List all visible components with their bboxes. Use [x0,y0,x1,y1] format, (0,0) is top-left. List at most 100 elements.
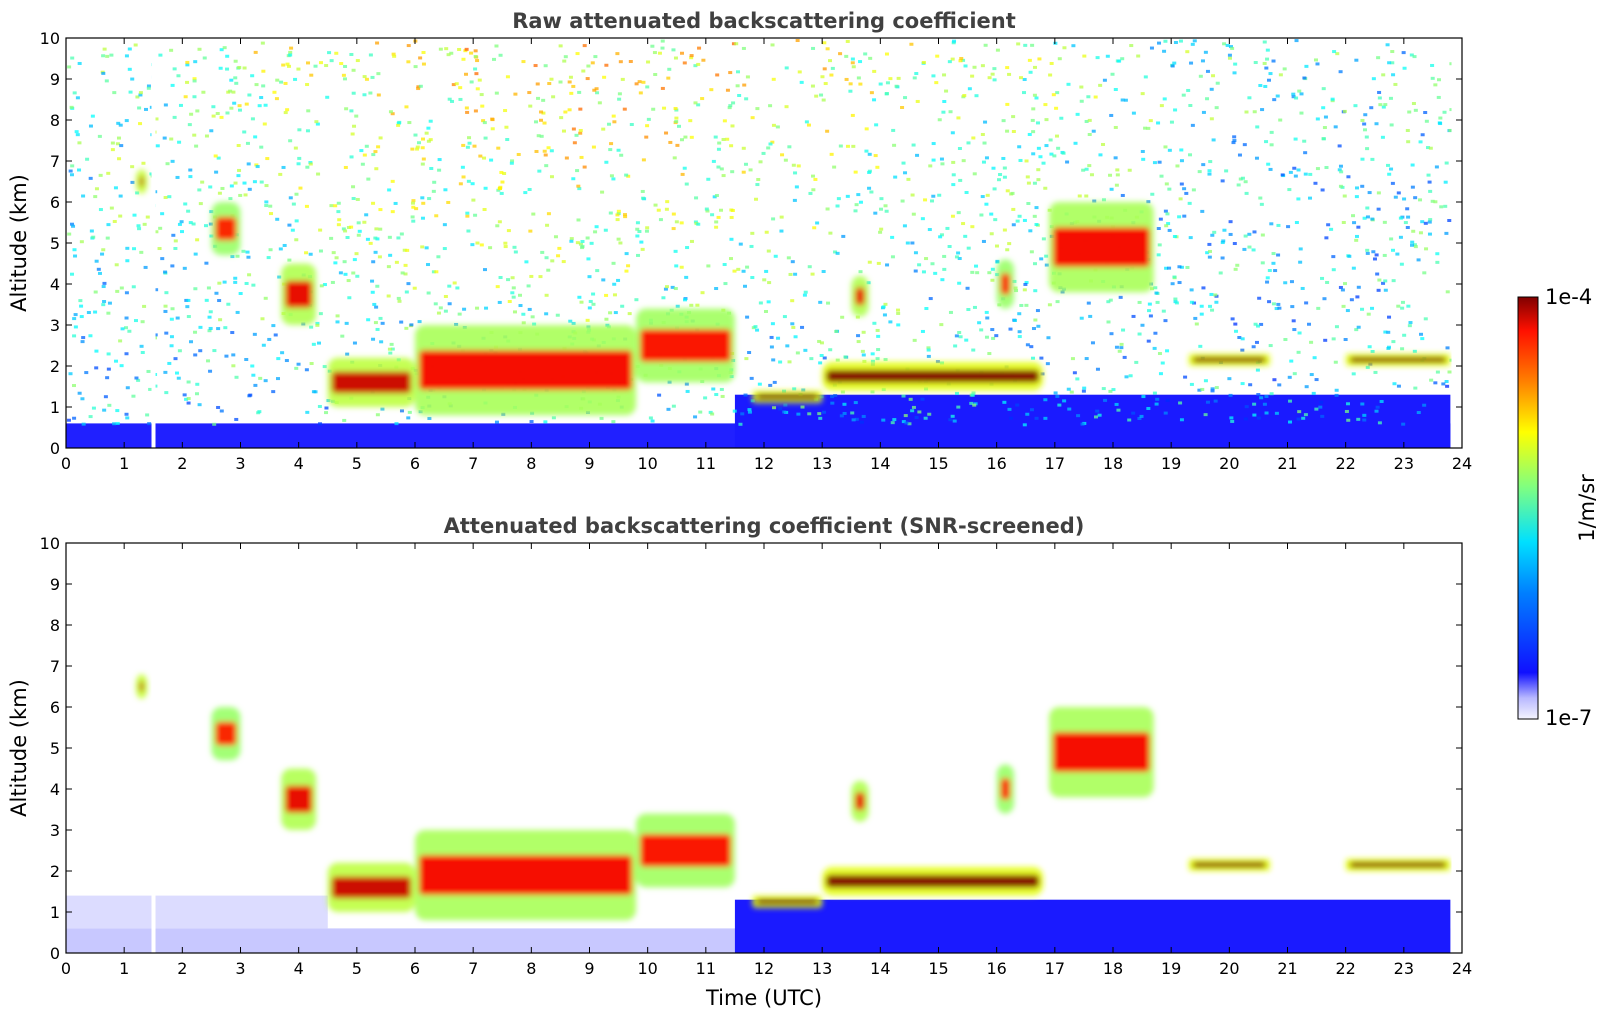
noise-dot [242,130,247,134]
noise-dot [507,300,512,304]
x-tick-label: 4 [294,959,304,978]
noise-dot [195,109,200,113]
noise-dot [283,111,288,115]
noise-dot [392,54,397,58]
noise-dot [268,204,273,208]
noise-dot [164,391,169,395]
noise-dot [569,239,574,243]
noise-dot [139,344,144,348]
noise-dot [421,62,426,66]
noise-dot [674,120,679,124]
noise-dot [1053,391,1058,395]
noise-dot [964,191,969,195]
noise-dot [246,162,251,166]
noise-dot [950,214,955,218]
noise-dot [910,409,915,413]
noise-dot [1155,397,1160,401]
noise-dot [599,416,604,420]
noise-dot [644,229,649,233]
noise-dot [768,142,773,146]
noise-dot [499,191,504,195]
noise-dot [349,225,354,229]
noise-dot [1108,173,1113,177]
noise-dot [1325,280,1330,284]
noise-dot [1393,82,1398,86]
noise-dot [359,149,364,153]
noise-dot [1383,330,1388,334]
noise-dot [138,93,143,97]
noise-dot [378,316,383,320]
noise-dot [683,135,688,139]
noise-dot [981,239,986,243]
noise-dot [527,91,532,95]
y-tick-label: 5 [50,234,60,253]
noise-dot [693,220,698,224]
noise-dot [304,204,309,208]
noise-dot [335,314,340,318]
noise-dot [684,182,689,186]
noise-dot [1303,151,1308,155]
noise-dot [390,179,395,183]
noise-dot [881,418,886,422]
noise-dot [892,143,897,147]
noise-dot [557,246,562,250]
noise-dot [980,195,985,199]
noise-dot [1447,219,1452,223]
noise-dot [503,109,508,113]
noise-dot [293,77,298,81]
noise-dot [231,353,236,357]
y-tick-label: 4 [50,780,60,799]
noise-dot [626,174,631,178]
noise-dot [1043,186,1048,190]
noise-dot [1191,188,1196,192]
noise-dot [101,54,106,58]
noise-dot [1002,166,1007,170]
noise-dot [1273,269,1278,273]
noise-dot [1398,216,1403,220]
noise-dot [985,316,990,320]
noise-dot [1342,194,1347,198]
noise-dot [193,353,198,357]
y-tick-label: 3 [50,316,60,335]
noise-dot [705,209,710,213]
noise-dot [1032,181,1037,185]
noise-dot [237,65,242,69]
noise-dot [282,243,287,247]
noise-dot [462,307,467,311]
noise-dot [1301,416,1306,420]
colorbar-gradient [1517,296,1539,720]
noise-dot [1181,93,1186,97]
cloud-core [640,329,731,362]
noise-dot [890,235,895,239]
noise-dot [728,257,733,261]
noise-dot [368,53,373,57]
noise-dot [729,208,734,212]
noise-dot [1362,128,1367,132]
noise-dot [178,103,183,107]
y-tick-label: 8 [50,616,60,635]
noise-dot [1242,247,1247,251]
noise-dot [1444,231,1449,235]
noise-dot [786,256,791,260]
noise-dot [410,147,415,151]
noise-dot [1119,342,1124,346]
noise-dot [1264,394,1269,398]
noise-dot [375,413,380,417]
noise-dot [77,141,82,145]
noise-dot [743,284,748,288]
noise-dot [1289,359,1294,363]
noise-dot [808,191,813,195]
noise-dot [339,62,344,66]
noise-dot [1095,367,1100,371]
noise-dot [349,109,354,113]
noise-dot [660,86,665,90]
cloud-core [1192,862,1267,868]
noise-dot [420,216,425,220]
cloud-core [640,834,731,867]
noise-dot [885,263,890,267]
noise-dot [1400,300,1405,304]
noise-dot [749,376,754,380]
noise-dot [602,75,607,79]
noise-dot [1031,130,1036,134]
y-tick-label: 0 [50,439,60,458]
